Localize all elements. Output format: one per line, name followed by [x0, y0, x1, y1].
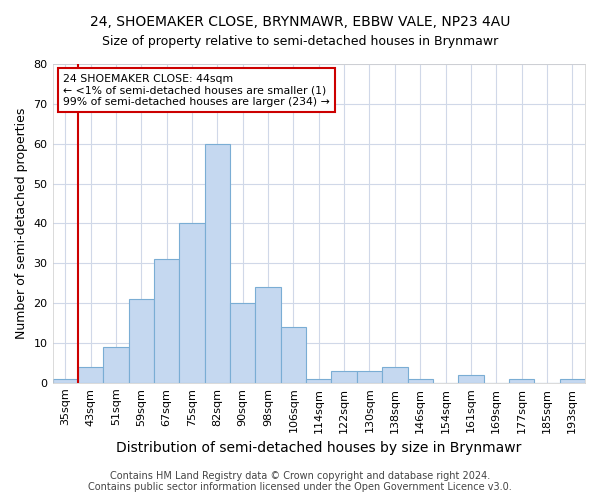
Bar [154, 260, 179, 383]
X-axis label: Distribution of semi-detached houses by size in Brynmawr: Distribution of semi-detached houses by … [116, 441, 521, 455]
Bar [53, 379, 78, 383]
Text: 24 SHOEMAKER CLOSE: 44sqm
← <1% of semi-detached houses are smaller (1)
99% of s: 24 SHOEMAKER CLOSE: 44sqm ← <1% of semi-… [63, 74, 330, 107]
Text: 24, SHOEMAKER CLOSE, BRYNMAWR, EBBW VALE, NP23 4AU: 24, SHOEMAKER CLOSE, BRYNMAWR, EBBW VALE… [90, 15, 510, 29]
Bar [560, 379, 585, 383]
Bar [179, 224, 205, 383]
Y-axis label: Number of semi-detached properties: Number of semi-detached properties [15, 108, 28, 339]
Bar [306, 379, 331, 383]
Text: Contains HM Land Registry data © Crown copyright and database right 2024.
Contai: Contains HM Land Registry data © Crown c… [88, 471, 512, 492]
Bar [128, 299, 154, 383]
Bar [382, 367, 407, 383]
Bar [205, 144, 230, 383]
Bar [407, 379, 433, 383]
Bar [256, 287, 281, 383]
Bar [509, 379, 534, 383]
Bar [331, 371, 357, 383]
Bar [78, 367, 103, 383]
Bar [230, 303, 256, 383]
Bar [281, 327, 306, 383]
Bar [357, 371, 382, 383]
Bar [458, 375, 484, 383]
Text: Size of property relative to semi-detached houses in Brynmawr: Size of property relative to semi-detach… [102, 35, 498, 48]
Bar [103, 347, 128, 383]
